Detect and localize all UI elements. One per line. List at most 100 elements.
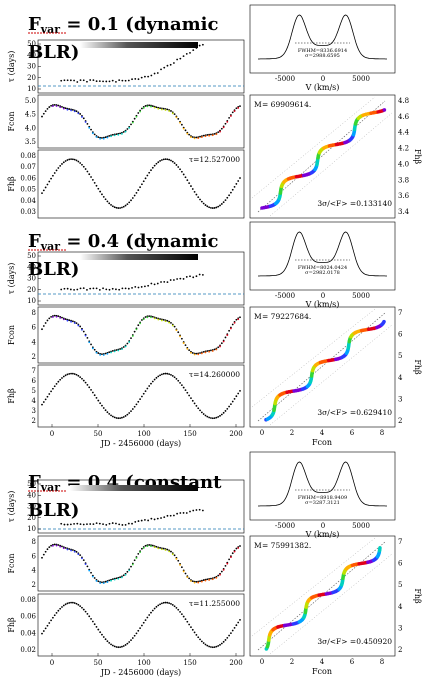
fcon-point bbox=[105, 581, 107, 583]
tau-tick: 20 bbox=[27, 286, 36, 294]
fhb-point bbox=[181, 384, 183, 386]
tau-point bbox=[115, 523, 117, 525]
fhb-point bbox=[185, 389, 187, 391]
fcon-fit-point bbox=[223, 127, 225, 129]
fcon-point bbox=[83, 117, 85, 119]
fcon-point bbox=[116, 577, 118, 579]
tau-point bbox=[102, 523, 104, 525]
fcon-fit-point bbox=[110, 135, 112, 137]
tau-point bbox=[73, 523, 75, 525]
fhb-point bbox=[190, 626, 192, 628]
jd-tick: 100 bbox=[137, 659, 150, 667]
fcon-point bbox=[170, 110, 172, 112]
fcon-point bbox=[225, 565, 227, 567]
fhb-point bbox=[177, 380, 179, 382]
fcon-point bbox=[196, 353, 198, 355]
fcon-x-tick: 8 bbox=[380, 658, 384, 666]
fhb-point bbox=[112, 645, 114, 647]
fcon-fit-point bbox=[96, 136, 98, 138]
fhb-tick: 0.02 bbox=[20, 646, 36, 654]
fhb-point bbox=[154, 379, 156, 381]
fcon-fit-point bbox=[230, 556, 232, 558]
fhb-right-tick: 2 bbox=[398, 417, 402, 425]
tau-point bbox=[176, 278, 178, 280]
fcon-fit-point bbox=[157, 108, 159, 110]
fcon-fit-point bbox=[125, 346, 127, 348]
fhb-point bbox=[208, 646, 210, 648]
fhb-point bbox=[114, 417, 116, 419]
fhb-point bbox=[76, 603, 78, 605]
fcon-point bbox=[76, 551, 78, 553]
fhb-point bbox=[81, 607, 83, 609]
fhb-point bbox=[230, 403, 232, 405]
fhb-right-tick: 3.6 bbox=[398, 192, 410, 200]
fhb-point bbox=[77, 161, 79, 163]
fcon-fit-point bbox=[67, 109, 69, 111]
fhb-point bbox=[67, 603, 69, 605]
fhb-point bbox=[56, 383, 58, 385]
fcon-tick: 6 bbox=[32, 324, 37, 332]
fhb-point bbox=[168, 602, 170, 604]
fcon-fit-point bbox=[106, 581, 108, 583]
fhb-point bbox=[54, 385, 56, 387]
fhb-point bbox=[97, 188, 99, 190]
fhb-point bbox=[74, 159, 76, 161]
fhb-point bbox=[197, 407, 199, 409]
fcon-point bbox=[137, 324, 139, 326]
fhb-point bbox=[214, 207, 216, 209]
fhb-point bbox=[50, 619, 52, 621]
fcon-point bbox=[101, 581, 103, 583]
tau-point bbox=[199, 509, 201, 511]
tau-annotation: τ=14.260000 bbox=[189, 370, 240, 379]
fhb-point bbox=[156, 606, 158, 608]
fhb-point bbox=[126, 643, 128, 645]
tau-point bbox=[86, 289, 88, 291]
fcon-point bbox=[47, 320, 49, 322]
fhb-point bbox=[83, 380, 85, 382]
fcon-fit-point bbox=[146, 316, 148, 318]
fcon-fit-point bbox=[201, 136, 203, 138]
fhb-point bbox=[59, 165, 61, 167]
fcon-point bbox=[65, 318, 67, 320]
fhb-point bbox=[194, 403, 196, 405]
fhb-point bbox=[90, 389, 92, 391]
fhb-point bbox=[103, 196, 105, 198]
tau-point bbox=[80, 523, 82, 525]
fcon-point bbox=[130, 337, 132, 339]
fhb-point bbox=[126, 203, 128, 205]
fcon-fit-point bbox=[81, 329, 83, 331]
fcon-axis-label: Fcon bbox=[7, 112, 16, 132]
fcon-tick: 4 bbox=[32, 567, 37, 575]
fhb-point bbox=[126, 414, 128, 416]
fcon-point bbox=[152, 545, 154, 547]
fcon-point bbox=[41, 328, 43, 330]
fcon-fit-point bbox=[56, 545, 58, 547]
fhb-point bbox=[215, 646, 217, 648]
fhb-right-tick: 4.4 bbox=[398, 129, 410, 137]
fcon-point bbox=[239, 316, 241, 318]
fcon-fit-point bbox=[183, 571, 185, 573]
fhb-point bbox=[50, 390, 52, 392]
fhb-point bbox=[108, 642, 110, 644]
fcon-fit-point bbox=[172, 553, 174, 555]
fcon-point bbox=[43, 554, 45, 556]
fhb-point bbox=[65, 603, 67, 605]
fcon-point bbox=[141, 319, 143, 321]
fhb-point bbox=[90, 176, 92, 178]
fhb-point bbox=[154, 608, 156, 610]
fcon-point bbox=[50, 316, 52, 318]
jd-tick: 0 bbox=[50, 430, 54, 438]
fcon-point bbox=[174, 326, 176, 328]
fcon-point bbox=[101, 137, 103, 139]
fcon-point bbox=[159, 547, 161, 549]
chart-marks: τ (days)FconFhβ50403020105.04.54.03.50.0… bbox=[7, 15, 422, 677]
fhb-point bbox=[105, 198, 107, 200]
tau-point bbox=[176, 513, 178, 515]
fhb-point bbox=[196, 194, 198, 196]
fhb-tick: 7 bbox=[32, 367, 36, 375]
fcon-point bbox=[225, 123, 227, 125]
fcon-x-tick: 8 bbox=[380, 429, 384, 437]
fhb-point bbox=[117, 417, 119, 419]
fhb-point bbox=[145, 390, 147, 392]
fhb-point bbox=[88, 173, 90, 175]
